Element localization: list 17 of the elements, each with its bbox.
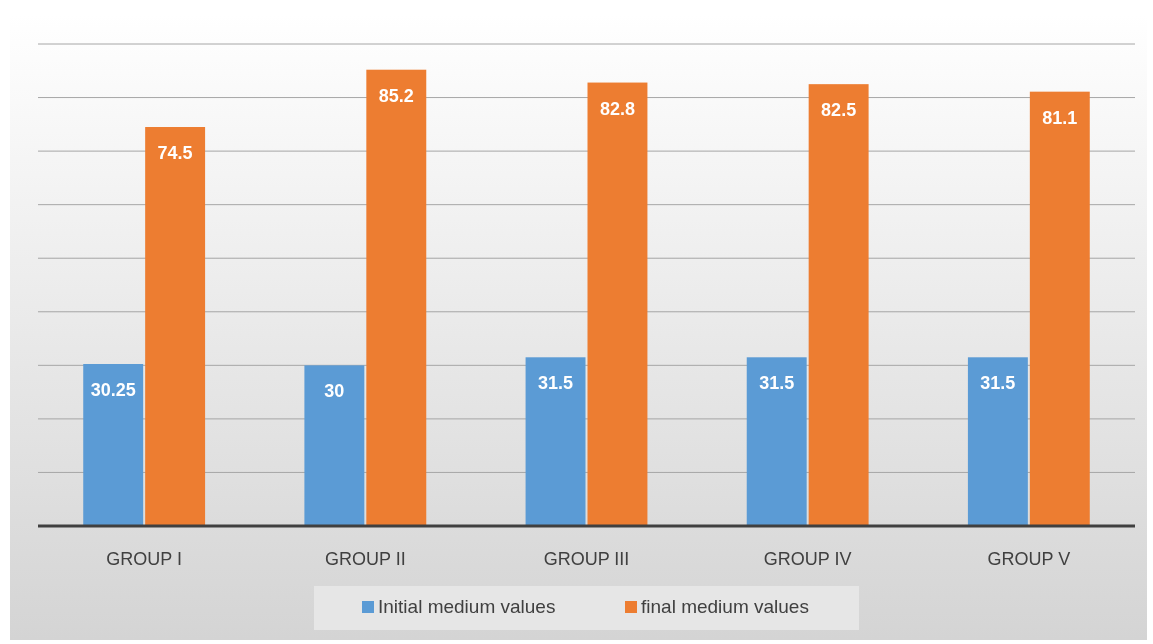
data-label: 82.5 <box>821 100 857 121</box>
data-label: 31.5 <box>759 373 795 394</box>
data-label: 30.25 <box>90 379 136 400</box>
data-label: 74.5 <box>157 143 193 164</box>
x-tick-label: GROUP I <box>106 549 183 569</box>
data-label: 31.5 <box>980 373 1016 394</box>
x-tick-label: GROUP II <box>324 549 406 569</box>
data-label: 30 <box>324 381 345 402</box>
data-label: 81.1 <box>1042 107 1078 128</box>
x-tick-label: GROUP IV <box>763 549 852 569</box>
legend-label: final medium values <box>641 596 809 617</box>
legend-label: Initial medium values <box>378 596 556 617</box>
data-label: 85.2 <box>378 85 414 106</box>
x-tick-label: GROUP V <box>987 549 1071 569</box>
data-label: 31.5 <box>538 373 574 394</box>
data-label: 82.8 <box>599 98 635 119</box>
x-tick-label: GROUP III <box>543 549 630 569</box>
